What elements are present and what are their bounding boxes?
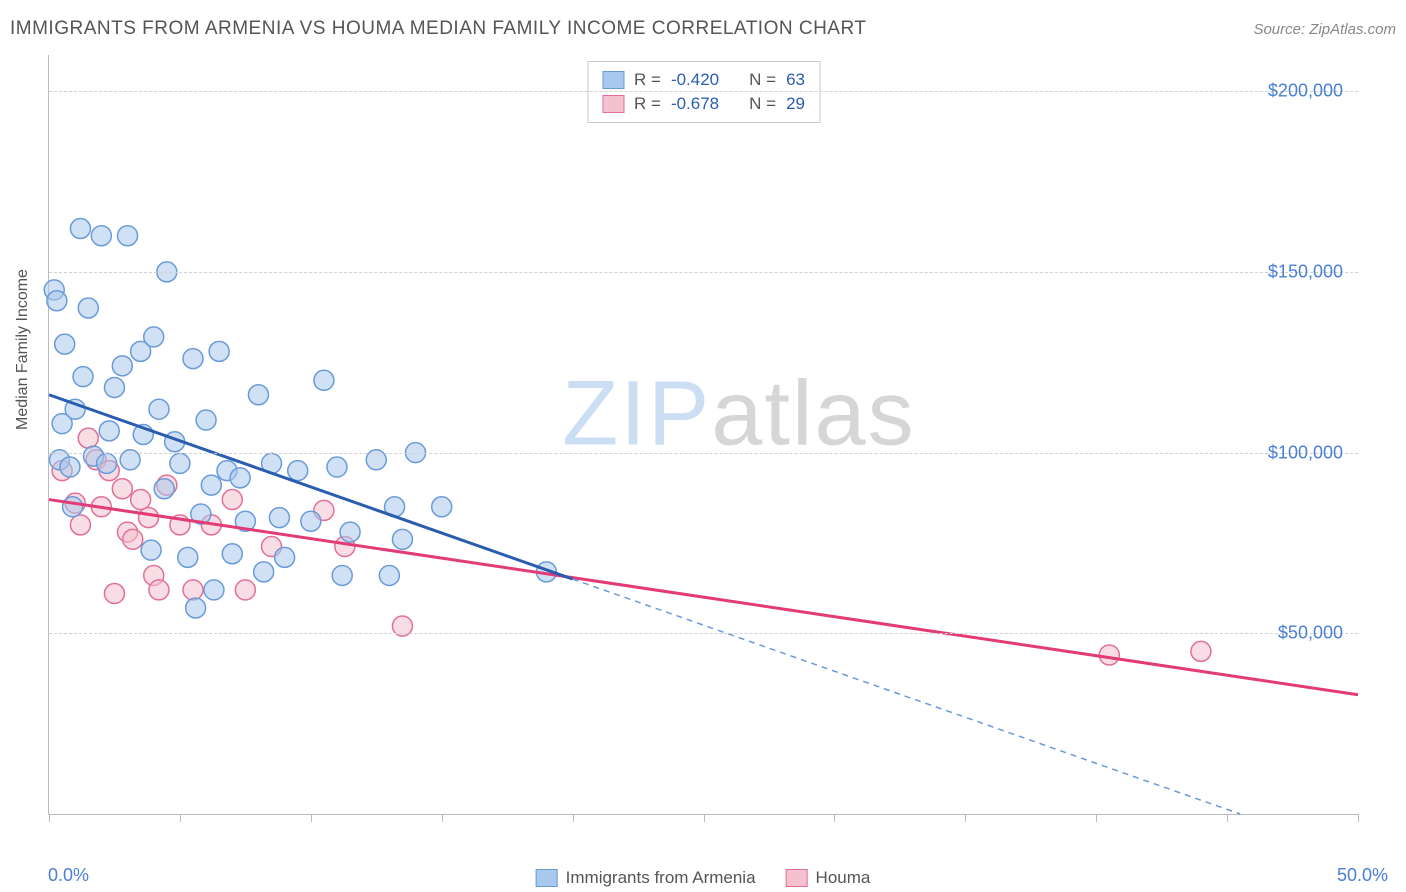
source-label: Source: ZipAtlas.com bbox=[1253, 21, 1396, 38]
legend-series: Immigrants from Armenia Houma bbox=[536, 868, 871, 888]
data-point bbox=[288, 461, 308, 481]
data-point bbox=[154, 479, 174, 499]
legend-label-a: Immigrants from Armenia bbox=[566, 868, 756, 888]
data-point bbox=[149, 399, 169, 419]
data-point bbox=[1099, 645, 1119, 665]
data-point bbox=[201, 475, 221, 495]
legend-row-series-b: R = -0.678 N = 29 bbox=[602, 92, 805, 116]
data-point bbox=[314, 370, 334, 390]
data-point bbox=[392, 529, 412, 549]
title-bar: IMMIGRANTS FROM ARMENIA VS HOUMA MEDIAN … bbox=[10, 18, 1396, 40]
data-point bbox=[332, 565, 352, 585]
data-point bbox=[170, 453, 190, 473]
legend-item-a: Immigrants from Armenia bbox=[536, 868, 756, 888]
data-point bbox=[123, 529, 143, 549]
data-point bbox=[99, 421, 119, 441]
data-point bbox=[340, 522, 360, 542]
data-point bbox=[183, 349, 203, 369]
data-point bbox=[78, 428, 98, 448]
swatch-series-a-icon bbox=[536, 869, 558, 887]
r-label: R = bbox=[634, 70, 661, 90]
data-point bbox=[112, 479, 132, 499]
data-point bbox=[254, 562, 274, 582]
data-point bbox=[327, 457, 347, 477]
trend-line bbox=[573, 579, 1241, 814]
data-point bbox=[275, 547, 295, 567]
n-label: N = bbox=[749, 70, 776, 90]
y-tick-label: $100,000 bbox=[1268, 442, 1343, 463]
y-tick-label: $200,000 bbox=[1268, 81, 1343, 102]
data-point bbox=[78, 298, 98, 318]
data-point bbox=[183, 580, 203, 600]
data-point bbox=[209, 341, 229, 361]
n-value-a: 63 bbox=[786, 70, 805, 90]
data-point bbox=[63, 497, 83, 517]
r-value-a: -0.420 bbox=[671, 70, 719, 90]
data-point bbox=[141, 540, 161, 560]
data-point bbox=[222, 544, 242, 564]
data-point bbox=[138, 508, 158, 528]
swatch-series-a bbox=[602, 71, 624, 89]
data-point bbox=[131, 490, 151, 510]
data-point bbox=[70, 515, 90, 535]
data-point bbox=[97, 453, 117, 473]
x-tick-max: 50.0% bbox=[1337, 865, 1388, 886]
data-point bbox=[70, 218, 90, 238]
scatter-plot bbox=[49, 55, 1358, 814]
y-tick-label: $150,000 bbox=[1268, 261, 1343, 282]
data-point bbox=[1191, 641, 1211, 661]
data-point bbox=[235, 580, 255, 600]
data-point bbox=[91, 226, 111, 246]
legend-row-series-a: R = -0.420 N = 63 bbox=[602, 68, 805, 92]
legend-label-b: Houma bbox=[816, 868, 871, 888]
data-point bbox=[204, 580, 224, 600]
data-point bbox=[230, 468, 250, 488]
data-point bbox=[60, 457, 80, 477]
data-point bbox=[149, 580, 169, 600]
data-point bbox=[55, 334, 75, 354]
data-point bbox=[104, 584, 124, 604]
data-point bbox=[118, 226, 138, 246]
data-point bbox=[301, 511, 321, 531]
data-point bbox=[269, 508, 289, 528]
n-label: N = bbox=[749, 94, 776, 114]
data-point bbox=[248, 385, 268, 405]
r-value-b: -0.678 bbox=[671, 94, 719, 114]
swatch-series-b-icon bbox=[786, 869, 808, 887]
data-point bbox=[144, 327, 164, 347]
y-axis-label: Median Family Income bbox=[14, 269, 32, 430]
r-label: R = bbox=[634, 94, 661, 114]
data-point bbox=[112, 356, 132, 376]
n-value-b: 29 bbox=[786, 94, 805, 114]
data-point bbox=[73, 367, 93, 387]
legend-item-b: Houma bbox=[786, 868, 871, 888]
swatch-series-b bbox=[602, 95, 624, 113]
data-point bbox=[196, 410, 216, 430]
y-tick-label: $50,000 bbox=[1278, 623, 1343, 644]
data-point bbox=[379, 565, 399, 585]
data-point bbox=[104, 378, 124, 398]
data-point bbox=[432, 497, 452, 517]
plot-area: ZIPatlas R = -0.420 N = 63 R = -0.678 N … bbox=[48, 55, 1358, 815]
chart-title: IMMIGRANTS FROM ARMENIA VS HOUMA MEDIAN … bbox=[10, 18, 866, 40]
data-point bbox=[178, 547, 198, 567]
data-point bbox=[47, 291, 67, 311]
data-point bbox=[222, 490, 242, 510]
data-point bbox=[186, 598, 206, 618]
x-tick-min: 0.0% bbox=[48, 865, 89, 886]
